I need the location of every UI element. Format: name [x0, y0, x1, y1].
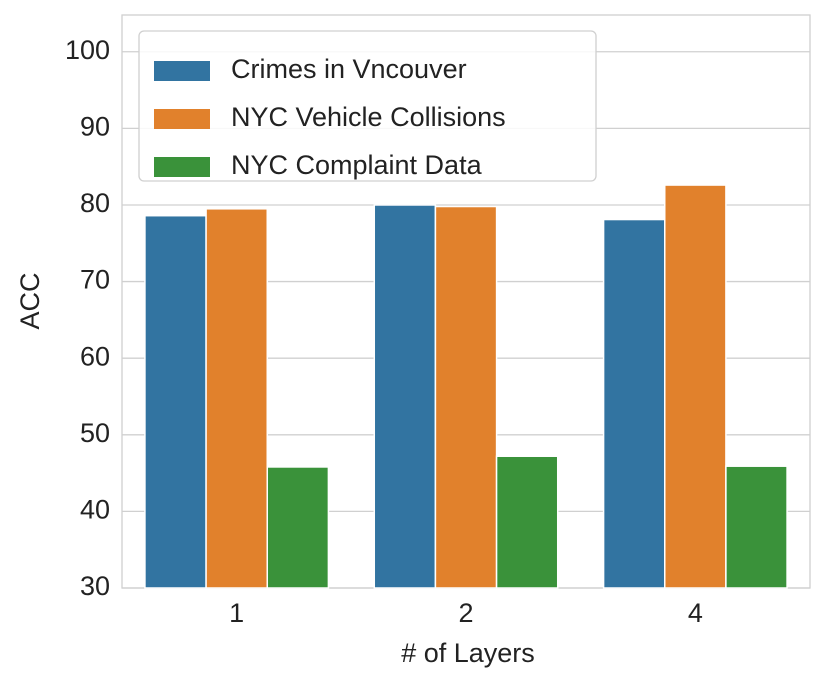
- bar: [266, 466, 330, 589]
- bar: [495, 455, 559, 589]
- y-tick-label: 90: [80, 111, 110, 141]
- legend-swatch: [154, 109, 210, 129]
- legend-label: NYC Vehicle Collisions: [231, 102, 506, 132]
- x-tick-label: 2: [458, 598, 473, 628]
- y-tick-label: 80: [80, 188, 110, 218]
- y-axis-label: ACC: [15, 272, 45, 329]
- bar: [725, 465, 788, 589]
- bar: [205, 208, 268, 589]
- bar: [434, 205, 498, 589]
- bar: [144, 214, 207, 589]
- x-axis-label: # of Layers: [401, 638, 535, 668]
- y-tick-label: 50: [80, 418, 110, 448]
- legend-swatch: [154, 61, 210, 81]
- bar: [373, 204, 437, 589]
- y-tick-label: 70: [80, 265, 110, 295]
- bar: [602, 218, 666, 589]
- legend-label: Crimes in Vncouver: [231, 54, 467, 84]
- x-tick-label: 1: [229, 598, 244, 628]
- legend-label: NYC Complaint Data: [231, 150, 483, 180]
- y-tick-label: 40: [80, 495, 110, 525]
- legend-box: [138, 30, 597, 182]
- legend-swatch: [154, 157, 210, 177]
- bar: [664, 184, 727, 589]
- y-tick-label: 60: [80, 341, 110, 371]
- x-tick-label: 4: [688, 598, 703, 628]
- y-tick-label: 100: [65, 35, 110, 65]
- y-tick-label: 30: [80, 571, 110, 601]
